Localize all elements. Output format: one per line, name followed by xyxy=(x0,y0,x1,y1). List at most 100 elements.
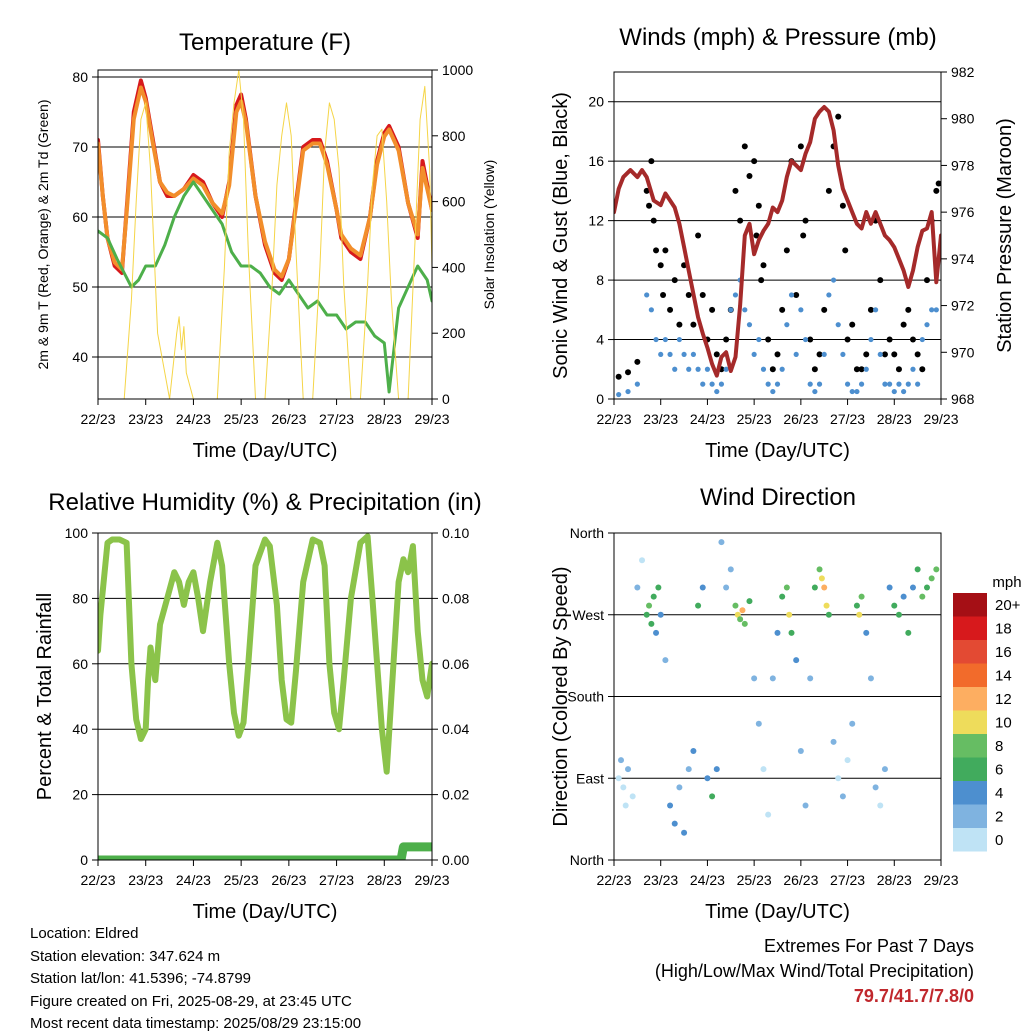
direction-point xyxy=(867,675,874,682)
direction-point xyxy=(734,611,741,618)
direction-point xyxy=(718,539,725,546)
wind-point xyxy=(742,307,748,313)
gust-point xyxy=(797,143,804,150)
gust-point xyxy=(737,217,744,224)
wind-point xyxy=(924,322,930,328)
gust-point xyxy=(662,247,669,254)
gust-point xyxy=(615,373,622,380)
wind-point xyxy=(830,277,837,283)
x-tick-label: 28/23 xyxy=(877,872,912,888)
y-tick-label: 60 xyxy=(72,209,88,225)
direction-point xyxy=(905,629,912,636)
gust-point xyxy=(760,262,767,269)
plot-frame xyxy=(97,532,433,861)
direction-point xyxy=(751,675,758,682)
x-tick-label: 27/23 xyxy=(830,411,865,427)
wind-point xyxy=(896,381,902,387)
gust-point xyxy=(919,366,926,373)
wind-point xyxy=(690,351,697,358)
y2-tick-label: 0.00 xyxy=(442,852,469,868)
y-tick-label: 50 xyxy=(72,279,88,295)
direction-point xyxy=(727,566,734,573)
chart-title: Temperature (F) xyxy=(179,29,351,56)
y-tick-label: North xyxy=(570,852,604,868)
y2-tick-label: 0 xyxy=(442,391,450,407)
wind-point xyxy=(751,351,757,358)
wind-point xyxy=(802,336,809,343)
direction-point xyxy=(802,802,809,809)
x-tick-label: 29/23 xyxy=(414,411,449,427)
direction-point xyxy=(821,584,828,591)
legend-swatch xyxy=(953,757,987,781)
x-tick-label: 24/23 xyxy=(690,872,725,888)
x-tick-label: 22/23 xyxy=(80,872,115,888)
y2-tick-label: 978 xyxy=(951,157,975,173)
legend-label: 12 xyxy=(995,691,1012,708)
y-tick-label: 0 xyxy=(596,391,604,407)
legend-title: mph xyxy=(992,574,1021,591)
y-tick-label: 60 xyxy=(72,656,88,672)
legend-swatch xyxy=(953,781,987,805)
x-tick-label: 22/23 xyxy=(596,411,631,427)
legend-swatch xyxy=(953,593,987,617)
gust-point xyxy=(732,187,739,194)
gust-point xyxy=(844,336,851,343)
legend-swatch xyxy=(953,687,987,711)
wind-point xyxy=(676,336,683,343)
wind-point xyxy=(658,351,664,358)
wind-point xyxy=(910,366,916,372)
direction-point xyxy=(919,593,926,600)
relative-humidity-line xyxy=(98,533,432,775)
direction-point xyxy=(657,611,664,618)
x-tick-label: 24/23 xyxy=(176,872,211,888)
wind-point xyxy=(756,336,762,343)
legend-swatch xyxy=(953,828,987,852)
x-tick-label: 23/23 xyxy=(128,872,163,888)
legend-swatch xyxy=(953,663,987,687)
y-tick-label: 20 xyxy=(588,94,604,110)
direction-point xyxy=(643,611,650,618)
y2-tick-label: 0.10 xyxy=(442,525,469,541)
wind-point xyxy=(887,381,893,387)
direction-point xyxy=(723,584,730,591)
y-tick-label: 16 xyxy=(588,153,604,169)
wind-point xyxy=(798,307,804,313)
gust-point xyxy=(643,187,650,194)
wind-point xyxy=(709,381,715,387)
wind-point xyxy=(765,381,771,387)
direction-point xyxy=(699,584,706,591)
wind-point xyxy=(873,307,879,313)
x-tick-label: 25/23 xyxy=(737,872,772,888)
direction-point xyxy=(622,802,629,809)
gust-point xyxy=(713,351,720,358)
x-tick-label: 28/23 xyxy=(877,411,912,427)
y-tick-label: East xyxy=(576,770,604,786)
x-tick-label: 29/23 xyxy=(414,872,449,888)
y2-tick-label: 974 xyxy=(951,251,975,267)
direction-point xyxy=(923,584,930,591)
wind-speed-legend: mph 20+ 18 16 14 12 10 8 6 4 2 0 xyxy=(953,574,1022,852)
wind-point xyxy=(826,292,832,298)
gust-point xyxy=(657,262,664,269)
x-tick-label: 22/23 xyxy=(596,872,631,888)
y2-tick-label: 600 xyxy=(442,194,466,210)
x-tick-label: 23/23 xyxy=(643,411,678,427)
y-tick-label: 20 xyxy=(72,787,88,803)
direction-point xyxy=(849,720,856,727)
direction-point xyxy=(793,657,800,664)
direction-point xyxy=(618,757,625,764)
wind-point xyxy=(807,381,813,387)
direction-point xyxy=(634,584,641,591)
gust-point xyxy=(835,113,842,120)
direction-point xyxy=(650,593,657,600)
y-tick-label: North xyxy=(570,525,604,541)
legend-swatch xyxy=(953,640,987,664)
direction-point xyxy=(662,657,669,664)
gust-point xyxy=(753,232,760,239)
gust-point xyxy=(653,247,660,254)
direction-point xyxy=(755,720,762,727)
wind-point xyxy=(774,381,781,387)
gust-point xyxy=(685,291,692,298)
gust-point xyxy=(779,306,786,313)
gust-point xyxy=(933,187,940,194)
